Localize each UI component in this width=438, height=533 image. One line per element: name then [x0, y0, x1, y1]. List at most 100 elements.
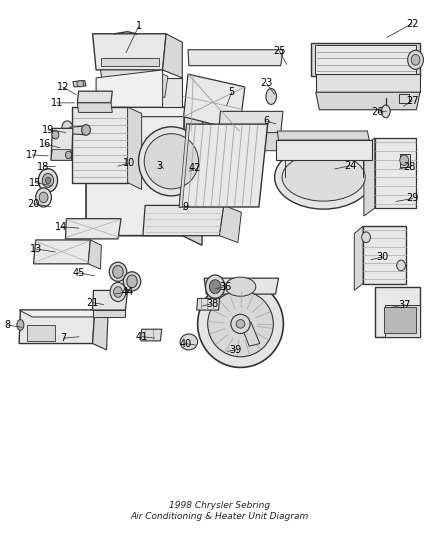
- Ellipse shape: [399, 155, 408, 166]
- Polygon shape: [219, 205, 241, 243]
- Polygon shape: [196, 298, 219, 310]
- Ellipse shape: [62, 121, 72, 134]
- Polygon shape: [314, 45, 416, 74]
- Polygon shape: [68, 126, 88, 135]
- Polygon shape: [277, 131, 368, 140]
- Polygon shape: [398, 94, 408, 103]
- Text: 5: 5: [228, 87, 234, 97]
- Polygon shape: [92, 34, 166, 70]
- Polygon shape: [77, 91, 112, 103]
- Ellipse shape: [109, 262, 127, 281]
- Ellipse shape: [407, 50, 423, 69]
- Bar: [383, 308, 416, 333]
- Text: 38: 38: [205, 298, 218, 309]
- Text: 44: 44: [121, 287, 134, 297]
- Ellipse shape: [81, 125, 90, 135]
- Polygon shape: [73, 80, 86, 87]
- Bar: [27, 325, 55, 341]
- Ellipse shape: [410, 54, 419, 65]
- Text: 1: 1: [135, 21, 141, 31]
- Text: 28: 28: [403, 161, 415, 172]
- Text: 22: 22: [405, 19, 417, 29]
- Ellipse shape: [230, 314, 250, 334]
- Polygon shape: [71, 107, 127, 182]
- Polygon shape: [100, 70, 152, 91]
- Text: 11: 11: [50, 98, 63, 108]
- Text: 8: 8: [4, 320, 11, 330]
- Polygon shape: [187, 50, 283, 66]
- Polygon shape: [179, 124, 189, 207]
- Ellipse shape: [361, 232, 370, 243]
- Ellipse shape: [274, 146, 372, 209]
- Polygon shape: [399, 154, 409, 167]
- Polygon shape: [315, 74, 419, 92]
- Polygon shape: [96, 70, 162, 107]
- Polygon shape: [19, 310, 95, 344]
- Polygon shape: [92, 310, 125, 317]
- Text: 42: 42: [188, 163, 200, 173]
- Ellipse shape: [35, 188, 51, 207]
- Ellipse shape: [282, 154, 364, 201]
- Polygon shape: [101, 58, 159, 66]
- Text: 27: 27: [405, 96, 417, 106]
- Polygon shape: [315, 92, 419, 110]
- Polygon shape: [179, 124, 267, 207]
- Polygon shape: [204, 278, 278, 294]
- Polygon shape: [384, 305, 419, 337]
- Text: 3: 3: [156, 160, 162, 171]
- Polygon shape: [162, 34, 182, 78]
- Text: 23: 23: [260, 78, 272, 88]
- Ellipse shape: [180, 334, 197, 350]
- Ellipse shape: [123, 272, 141, 291]
- Ellipse shape: [207, 291, 273, 357]
- Polygon shape: [51, 150, 71, 160]
- Text: 24: 24: [344, 160, 356, 171]
- Ellipse shape: [127, 275, 137, 288]
- Ellipse shape: [113, 265, 123, 278]
- Polygon shape: [363, 138, 374, 216]
- Polygon shape: [77, 103, 112, 112]
- Text: 37: 37: [397, 300, 410, 310]
- Ellipse shape: [39, 192, 48, 203]
- Text: 39: 39: [229, 345, 241, 355]
- Polygon shape: [218, 133, 280, 151]
- Text: 1998 Chrysler Sebring
Air Conditioning & Heater Unit Diagram: 1998 Chrysler Sebring Air Conditioning &…: [130, 501, 308, 521]
- Polygon shape: [240, 322, 259, 346]
- Text: 15: 15: [28, 177, 41, 188]
- Polygon shape: [353, 226, 362, 290]
- Polygon shape: [143, 205, 223, 236]
- Ellipse shape: [52, 131, 59, 139]
- Text: 17: 17: [26, 150, 38, 160]
- Text: 45: 45: [72, 268, 85, 278]
- Ellipse shape: [205, 275, 224, 298]
- Ellipse shape: [138, 127, 204, 196]
- Text: 40: 40: [179, 338, 191, 349]
- Polygon shape: [311, 43, 419, 76]
- Text: 10: 10: [123, 158, 135, 168]
- Text: 41: 41: [136, 332, 148, 342]
- Ellipse shape: [144, 134, 198, 189]
- Ellipse shape: [113, 287, 122, 297]
- Text: 19: 19: [42, 125, 54, 135]
- Text: 25: 25: [272, 46, 285, 56]
- Ellipse shape: [396, 260, 405, 271]
- Text: 12: 12: [57, 82, 69, 92]
- Text: 6: 6: [263, 116, 269, 126]
- Polygon shape: [92, 290, 127, 310]
- Ellipse shape: [236, 320, 244, 328]
- Text: 21: 21: [86, 297, 99, 308]
- Text: 13: 13: [29, 244, 42, 254]
- Text: 7: 7: [60, 333, 66, 343]
- Polygon shape: [65, 219, 121, 239]
- Ellipse shape: [209, 280, 220, 294]
- Text: 14: 14: [55, 222, 67, 232]
- Polygon shape: [149, 70, 167, 98]
- Ellipse shape: [265, 88, 276, 104]
- Polygon shape: [33, 240, 90, 264]
- Ellipse shape: [38, 169, 57, 192]
- Ellipse shape: [225, 277, 255, 296]
- Polygon shape: [86, 107, 184, 236]
- Text: 36: 36: [219, 281, 231, 292]
- Text: 26: 26: [371, 108, 383, 117]
- Text: 20: 20: [27, 199, 39, 209]
